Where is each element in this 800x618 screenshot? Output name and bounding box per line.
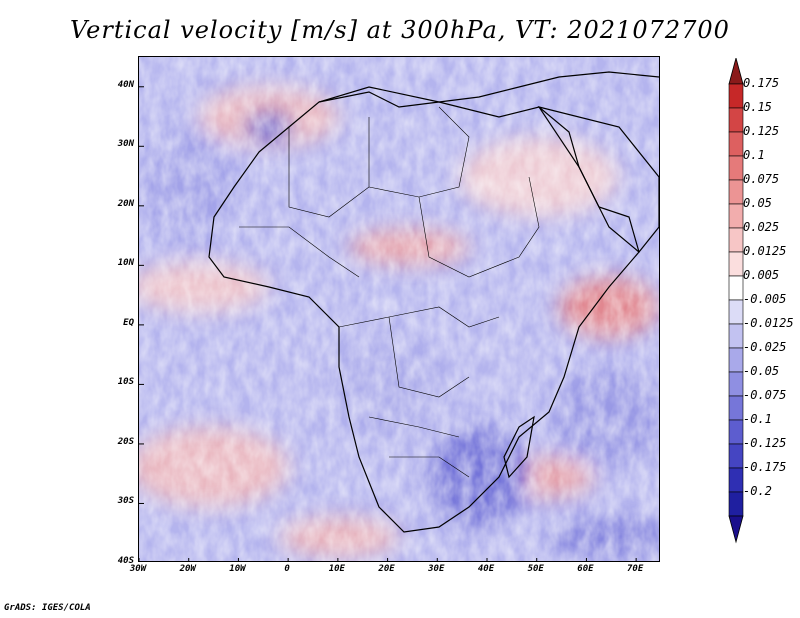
colorbar-min-arrow bbox=[728, 515, 744, 544]
colorbar-cell bbox=[728, 203, 744, 229]
lon-label: 20W bbox=[179, 564, 196, 574]
colorbar-level-label: 0.025 bbox=[743, 220, 780, 234]
field-texture bbox=[139, 57, 659, 561]
colorbar-cell bbox=[728, 227, 744, 253]
colorbar-cell bbox=[728, 251, 744, 277]
colorbar-level-label: -0.025 bbox=[743, 340, 787, 354]
colorbar-level-label: 0.175 bbox=[743, 76, 780, 90]
africa-coastline bbox=[208, 71, 659, 533]
lon-label: 30W bbox=[129, 564, 147, 574]
colorbar-level-label: 0.1 bbox=[743, 148, 765, 162]
lat-label: 30S bbox=[117, 496, 134, 507]
country-borders bbox=[239, 106, 540, 478]
colorbar-cell bbox=[728, 299, 744, 325]
lat-label: 40S bbox=[117, 556, 134, 566]
colorbar-cell bbox=[728, 371, 744, 397]
colorbar-level-label: 0.125 bbox=[743, 124, 780, 138]
arabia-outline bbox=[537, 106, 659, 253]
colorbar-level-label: 0.0125 bbox=[743, 244, 787, 258]
lon-label: 40E bbox=[477, 564, 495, 574]
colorbar-level-label: -0.125 bbox=[743, 436, 787, 450]
colorbar-cell bbox=[728, 467, 744, 493]
map-area bbox=[138, 56, 660, 562]
colorbar-cell bbox=[728, 347, 744, 373]
lon-label: 10W bbox=[229, 564, 246, 574]
lon-label: 50E bbox=[527, 564, 544, 574]
colorbar-level-label: -0.0125 bbox=[743, 316, 794, 330]
colorbar-cell bbox=[728, 155, 744, 181]
lon-label: 0 bbox=[284, 564, 290, 574]
border bbox=[239, 226, 360, 278]
lon-label: 10E bbox=[328, 564, 345, 574]
lon-label: 20E bbox=[378, 564, 395, 574]
velocity-field-map bbox=[139, 57, 659, 561]
lat-label: 30N bbox=[117, 139, 134, 150]
colorbar-level-label: 0.15 bbox=[743, 100, 772, 114]
border bbox=[389, 456, 470, 478]
colorbar-cell bbox=[728, 443, 744, 469]
colorbar-level-label: -0.1 bbox=[743, 412, 772, 426]
map-ticks bbox=[139, 86, 637, 561]
plot-title: Vertical velocity [m/s] at 300hPa, VT: 2… bbox=[70, 16, 730, 44]
colorbar-cell bbox=[728, 419, 744, 445]
lon-label: 60E bbox=[577, 564, 594, 574]
madagascar-outline bbox=[503, 415, 535, 479]
colorbar-level-label: -0.175 bbox=[743, 460, 787, 474]
colorbar-cell bbox=[728, 107, 744, 133]
colorbar-level-label: 0.075 bbox=[743, 172, 780, 186]
colorbar-cell bbox=[728, 491, 744, 517]
border bbox=[338, 306, 500, 328]
lat-label: 20N bbox=[117, 198, 134, 209]
colorbar-level-label: 0.005 bbox=[743, 268, 780, 282]
colorbar bbox=[728, 58, 744, 544]
lat-label: 10S bbox=[117, 377, 134, 388]
colorbar-cell bbox=[728, 275, 744, 301]
border bbox=[368, 106, 470, 198]
colorbar-cell bbox=[728, 179, 744, 205]
colorbar-cell bbox=[728, 395, 744, 421]
colorbar-cell bbox=[728, 131, 744, 157]
mediterranean-coast bbox=[318, 71, 659, 108]
colorbar-cell bbox=[728, 323, 744, 349]
colorbar-max-arrow bbox=[728, 58, 744, 85]
lon-label: 30E bbox=[428, 564, 445, 574]
colorbar-cell bbox=[728, 83, 744, 109]
border bbox=[288, 117, 370, 218]
lon-label: 70E bbox=[627, 564, 644, 574]
lat-label: 20S bbox=[117, 436, 134, 447]
colorbar-level-label: -0.005 bbox=[743, 292, 787, 306]
lat-label: 10N bbox=[117, 258, 134, 269]
colorbar-level-label: 0.05 bbox=[743, 196, 772, 210]
border bbox=[418, 176, 540, 278]
border bbox=[388, 316, 470, 398]
lat-label: EQ bbox=[123, 317, 134, 328]
africa-outline bbox=[208, 86, 640, 533]
lat-label: 40N bbox=[117, 79, 134, 90]
colorbar-level-label: -0.2 bbox=[743, 484, 772, 498]
colorbar-level-label: -0.05 bbox=[743, 364, 780, 378]
colorbar-level-label: -0.075 bbox=[743, 388, 787, 402]
credit-text: GrADS: IGES/COLA bbox=[4, 603, 91, 613]
border bbox=[368, 416, 460, 438]
